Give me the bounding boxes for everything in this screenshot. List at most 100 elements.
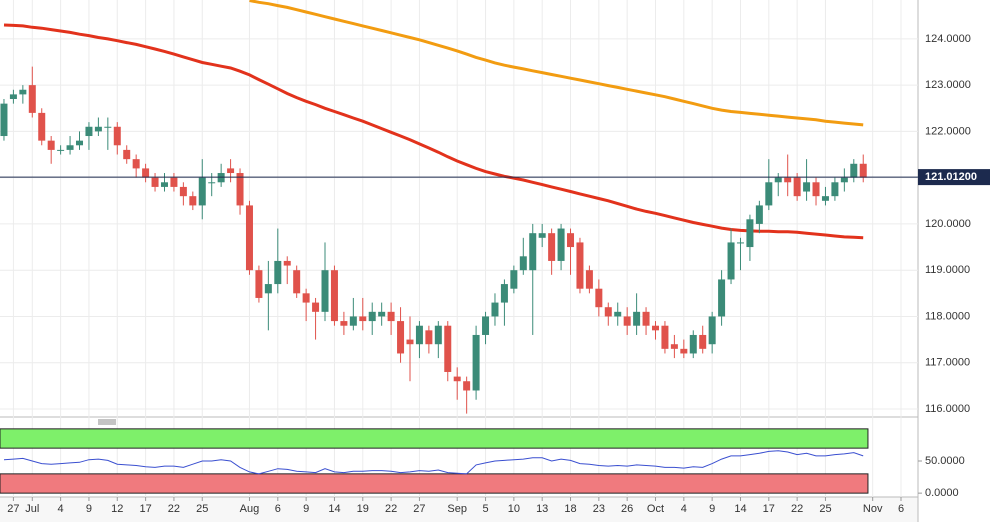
x-tick-label: 18 (564, 503, 576, 515)
candle-body (567, 233, 575, 248)
candle-body (85, 126, 93, 137)
candle-body (604, 307, 612, 317)
candle-body (727, 242, 735, 280)
x-tick-label: 17 (139, 503, 151, 515)
candle-body (349, 316, 357, 326)
candle-body (19, 89, 27, 95)
candle-body (840, 177, 848, 183)
candle-body (189, 196, 197, 206)
candle-body (66, 145, 74, 150)
candle-body (614, 311, 622, 317)
y-tick-label: 50.0000 (925, 455, 965, 467)
y-tick-label: 0.0000 (925, 487, 959, 499)
candle-body (368, 311, 376, 322)
candle-body (491, 302, 499, 317)
x-tick-label: Nov (863, 503, 883, 515)
candle-body (434, 325, 442, 345)
candle-body (47, 140, 55, 150)
x-tick-label: 17 (763, 503, 775, 515)
x-tick-label: 10 (508, 503, 520, 515)
last-price-label: 121.01200 (925, 171, 977, 183)
candle-body (330, 270, 338, 322)
candle-body (670, 344, 678, 349)
candle-body (538, 233, 546, 238)
candle-body (113, 126, 121, 146)
candle-body (132, 159, 140, 169)
candle-body (312, 302, 320, 312)
x-tick-label: 6 (275, 503, 281, 515)
x-tick-label: 14 (734, 503, 746, 515)
x-tick-label: 14 (328, 503, 340, 515)
candle-body (774, 177, 782, 183)
y-tick-label: 123.0000 (925, 79, 971, 91)
candle-body (821, 196, 829, 201)
candle-body (94, 126, 102, 132)
candle-body (293, 270, 301, 294)
panel-handle[interactable] (98, 419, 116, 425)
candle-body (359, 316, 367, 322)
candle-body (803, 182, 811, 192)
candle-body (425, 330, 433, 345)
candle-body (708, 316, 716, 345)
candle-body (482, 316, 490, 335)
x-tick-label: 25 (196, 503, 208, 515)
candle-body (142, 168, 150, 178)
x-tick-label: 4 (681, 503, 687, 515)
x-tick-label: 22 (791, 503, 803, 515)
x-tick-label: 4 (58, 503, 64, 515)
candle-body (472, 334, 480, 391)
x-tick-label: 27 (413, 503, 425, 515)
candle-body (859, 163, 867, 178)
candle-body (321, 270, 329, 312)
candle-body (500, 284, 508, 303)
x-tick-label: 26 (621, 503, 633, 515)
x-tick-label: Jul (25, 503, 39, 515)
candle-body (123, 149, 131, 160)
candle-body (245, 205, 253, 271)
y-tick-label: 120.0000 (925, 218, 971, 230)
x-tick-label: Sep (447, 503, 467, 515)
candle-body (170, 177, 178, 187)
candle-body (585, 270, 593, 289)
x-tick-label: Oct (647, 503, 664, 515)
candle-body (198, 177, 206, 206)
candle-body (463, 381, 471, 391)
candle-body (340, 321, 348, 326)
y-tick-label: 119.0000 (925, 264, 970, 276)
candle-body (444, 325, 452, 372)
candle-body (642, 311, 650, 326)
y-tick-label: 122.0000 (925, 125, 971, 137)
candle-body (510, 270, 518, 289)
candle-body (765, 182, 773, 206)
candle-body (529, 233, 537, 271)
x-tick-label: 27 (7, 503, 19, 515)
candle-body (302, 293, 310, 303)
candle-body (0, 103, 8, 137)
rsi-band (0, 428, 869, 449)
x-tick-label: 22 (168, 503, 180, 515)
candle-body (397, 321, 405, 354)
candle-body (595, 288, 603, 308)
candle-body (387, 311, 395, 322)
candle-body (255, 270, 263, 298)
candle-body (415, 325, 423, 345)
candle-body (236, 173, 244, 206)
candle-body (151, 177, 159, 187)
candle-body (57, 149, 65, 151)
candle-body (548, 233, 556, 261)
candle-body (104, 126, 112, 128)
candle-body (755, 205, 763, 224)
candle-body (9, 94, 17, 100)
x-tick-label: Aug (240, 503, 260, 515)
y-tick-label: 124.0000 (925, 33, 971, 45)
y-tick-label: 117.0000 (925, 357, 970, 369)
candle-body (208, 182, 216, 184)
x-tick-label: 9 (303, 503, 309, 515)
last-price-box (918, 169, 990, 186)
candle-body (793, 177, 801, 197)
rsi-line (3, 450, 864, 475)
candle-body (784, 177, 792, 183)
candle-body (179, 186, 187, 197)
y-tick-label: 116.0000 (925, 403, 970, 415)
